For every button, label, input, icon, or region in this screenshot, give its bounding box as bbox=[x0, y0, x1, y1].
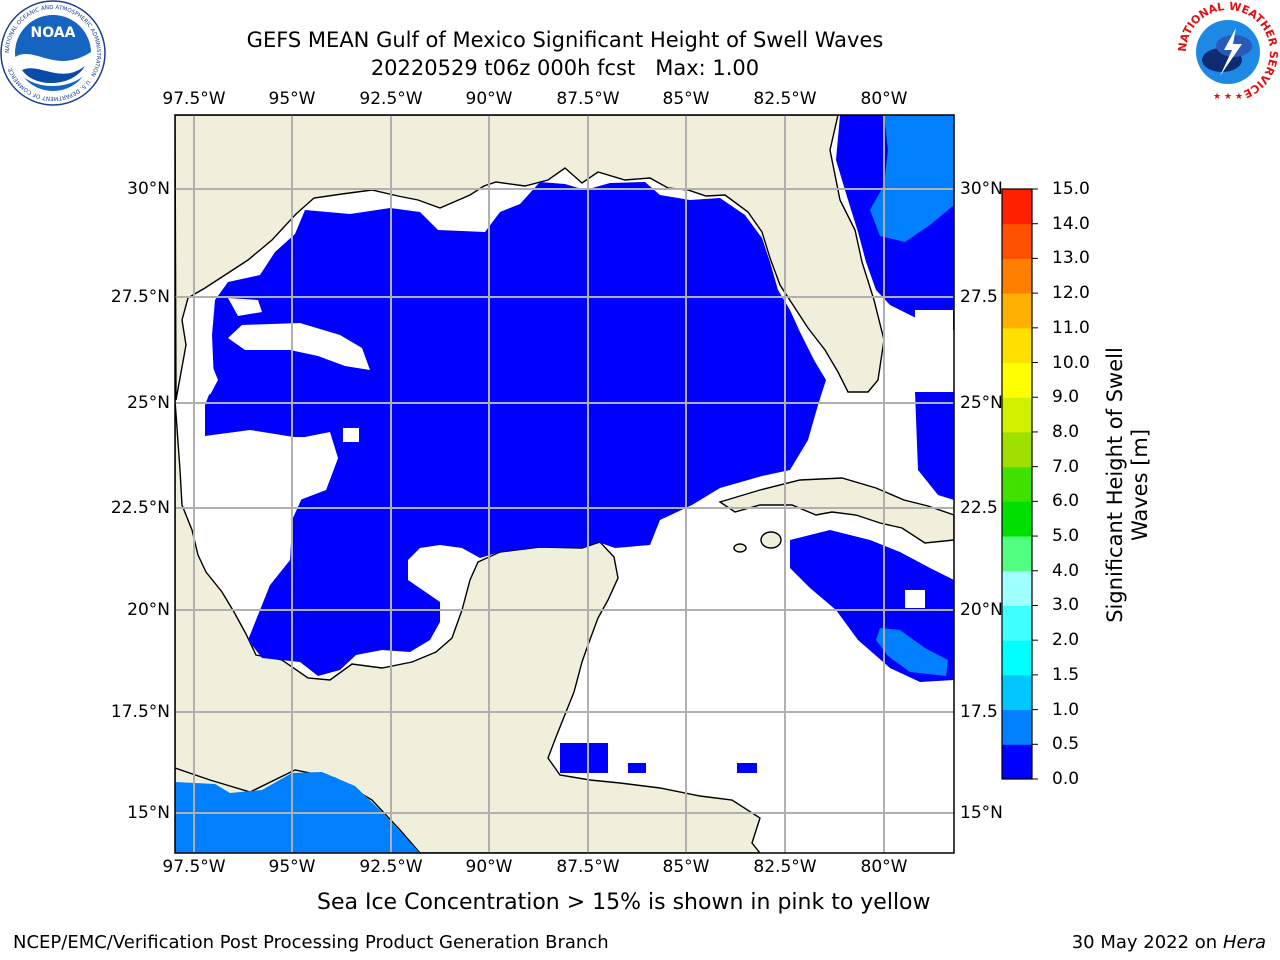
lat-label-right: 15°N bbox=[960, 803, 1003, 823]
lon-label-top: 85°W bbox=[662, 89, 710, 109]
footer-left: NCEP/EMC/Verification Post Processing Pr… bbox=[13, 932, 609, 953]
noaa-logo: NATIONAL OCEANIC AND ATMOSPHERIC ADMINIS… bbox=[0, 0, 106, 106]
footer-date: 30 May 2022 on bbox=[1071, 932, 1218, 953]
colorbar-tick-label: 12.0 bbox=[1052, 283, 1090, 304]
lat-label-right: 25°N bbox=[960, 393, 1003, 413]
colorbar-segment bbox=[1002, 327, 1032, 364]
nws-logo: NATIONAL WEATHER SERVICE ★ ★ ★ bbox=[1176, 0, 1280, 102]
chart-subtitle: 20220529 t06z 000h fcst Max: 1.00 bbox=[370, 56, 760, 80]
lon-label-top: 87.5°W bbox=[556, 89, 620, 109]
lon-label-top: 82.5°W bbox=[753, 89, 817, 109]
colorbar-tick-label: 0.0 bbox=[1052, 769, 1080, 789]
colorbar-tick-label: 6.0 bbox=[1052, 491, 1080, 512]
footer-host: Hera bbox=[1222, 932, 1266, 953]
colorbar-segment bbox=[1002, 674, 1032, 711]
noaa-logo-text: NOAA bbox=[31, 25, 76, 41]
colorbar-tick-label: 0.5 bbox=[1052, 734, 1080, 755]
colorbar bbox=[1001, 188, 1038, 780]
lat-label-left: 22.5°N bbox=[110, 498, 170, 518]
lon-label-top: 90°W bbox=[465, 89, 513, 109]
colorbar-tick-label: 7.0 bbox=[1052, 456, 1080, 477]
colorbar-segment bbox=[1002, 258, 1032, 294]
colorbar-tick-label: 10.0 bbox=[1052, 352, 1090, 373]
lon-label-top: 80°W bbox=[860, 89, 908, 109]
colorbar-label-line2: Waves [m] bbox=[1128, 428, 1152, 542]
lat-label-left: 17.5°N bbox=[110, 702, 170, 722]
colorbar-tick-label: 13.0 bbox=[1052, 248, 1090, 269]
colorbar-tick-label: 1.5 bbox=[1052, 664, 1080, 685]
colorbar-segment bbox=[1002, 709, 1032, 745]
colorbar-segment bbox=[1002, 570, 1032, 606]
sea-ice-caption: Sea Ice Concentration > 15% is shown in … bbox=[317, 890, 931, 915]
colorbar-segment bbox=[1002, 223, 1032, 259]
lat-label-left: 30°N bbox=[127, 179, 170, 199]
colorbar-tick-label: 4.0 bbox=[1052, 560, 1080, 581]
colorbar-segment bbox=[1002, 605, 1032, 641]
colorbar-segment bbox=[1002, 397, 1032, 433]
colorbar-tick-label: 8.0 bbox=[1052, 421, 1080, 442]
colorbar-tick-label: 11.0 bbox=[1052, 317, 1090, 338]
lat-label-right: 30°N bbox=[960, 179, 1003, 199]
land-masses bbox=[175, 115, 954, 853]
lat-label-right: 17.5 bbox=[960, 702, 998, 722]
footer-right: 30 May 2022 on Hera bbox=[1072, 932, 1266, 953]
lon-label-bottom: 85°W bbox=[662, 857, 710, 877]
lat-label-left: 27.5°N bbox=[110, 287, 170, 307]
colorbar-segment bbox=[1002, 744, 1032, 780]
lon-label-top: 92.5°W bbox=[359, 89, 423, 109]
colorbar-segment bbox=[1002, 466, 1032, 502]
map-frame bbox=[174, 114, 955, 854]
lat-label-right: 27.5 bbox=[960, 287, 998, 307]
colorbar-segment bbox=[1002, 431, 1032, 468]
mexico-landmass bbox=[175, 399, 761, 853]
colorbar-segment bbox=[1002, 362, 1032, 398]
lat-label-right: 20°N bbox=[960, 600, 1003, 620]
colorbar-label-line1: Significant Height of Swell bbox=[1103, 347, 1127, 623]
colorbar-tick-label: 3.0 bbox=[1052, 595, 1080, 616]
chart-title: GEFS MEAN Gulf of Mexico Significant Hei… bbox=[246, 28, 884, 52]
colorbar-frame bbox=[1001, 188, 1033, 780]
colorbar-tick-label: 2.0 bbox=[1052, 630, 1080, 651]
lat-label-left: 20°N bbox=[127, 600, 170, 620]
lat-label-right: 22.5 bbox=[960, 498, 998, 518]
svg-text:★ ★ ★: ★ ★ ★ bbox=[1213, 92, 1243, 102]
lon-label-bottom: 87.5°W bbox=[556, 857, 620, 877]
lon-label-bottom: 82.5°W bbox=[753, 857, 817, 877]
lon-label-bottom: 80°W bbox=[860, 857, 908, 877]
lon-label-top: 95°W bbox=[268, 89, 316, 109]
lat-label-left: 25°N bbox=[127, 393, 170, 413]
us-landmass bbox=[175, 115, 885, 401]
colorbar-tick-label: 15.0 bbox=[1052, 179, 1090, 199]
swell-field-gaps bbox=[195, 298, 953, 608]
colorbar-tick-label: 14.0 bbox=[1052, 213, 1090, 234]
lon-label-bottom: 97.5°W bbox=[162, 857, 226, 877]
colorbar-segment bbox=[1002, 640, 1032, 676]
lon-label-bottom: 90°W bbox=[465, 857, 513, 877]
colorbar-tick-label: 5.0 bbox=[1052, 526, 1080, 547]
colorbar-tick-label: 1.0 bbox=[1052, 699, 1080, 720]
colorbar-segment bbox=[1002, 189, 1032, 225]
lon-label-bottom: 92.5°W bbox=[359, 857, 423, 877]
lon-label-bottom: 95°W bbox=[268, 857, 316, 877]
colorbar-segment bbox=[1002, 501, 1032, 537]
lon-label-top: 97.5°W bbox=[162, 89, 226, 109]
colorbar-segment bbox=[1002, 293, 1032, 329]
cuba-landmass bbox=[718, 477, 954, 544]
colorbar-tick-label: 9.0 bbox=[1052, 387, 1080, 408]
colorbar-segment bbox=[1002, 536, 1032, 572]
graticule bbox=[175, 115, 954, 853]
lat-label-left: 15°N bbox=[127, 803, 170, 823]
